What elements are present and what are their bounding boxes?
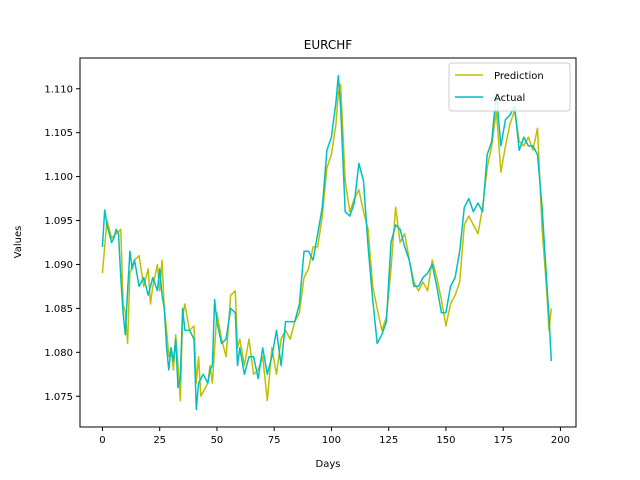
- plot-area: [80, 58, 576, 427]
- x-axis: 0 25 50 75 100 125 150 175 200: [99, 427, 570, 446]
- y-tick-label: 1.085: [44, 304, 73, 315]
- x-tick-label: 25: [153, 435, 166, 446]
- x-tick-label: 175: [494, 435, 513, 446]
- y-tick-label: 1.075: [44, 392, 73, 403]
- x-tick-label: 75: [268, 435, 281, 446]
- chart-title: EURCHF: [304, 38, 353, 52]
- y-tick-label: 1.090: [44, 260, 73, 271]
- series-line-prediction: [101, 83, 553, 402]
- legend-label-prediction: Prediction: [494, 71, 544, 82]
- series-line-actual: [101, 74, 553, 411]
- legend: Prediction Actual: [448, 62, 571, 112]
- x-tick-label: 50: [211, 435, 224, 446]
- series-layer: [101, 74, 553, 411]
- y-axis: 1.075 1.080 1.085 1.090 1.095 1.100 1.105 1.110: [44, 84, 80, 403]
- x-tick-label: 150: [436, 435, 455, 446]
- y-tick-label: 1.110: [44, 84, 73, 95]
- y-tick-label: 1.080: [44, 348, 73, 359]
- y-tick-label: 1.105: [44, 128, 73, 139]
- x-axis-label: Days: [316, 459, 341, 470]
- y-tick-label: 1.095: [44, 216, 73, 227]
- plot-frame: [79, 57, 577, 428]
- x-tick-label: 100: [322, 435, 341, 446]
- x-tick-label: 0: [99, 435, 105, 446]
- y-axis-label: Values: [13, 226, 24, 259]
- legend-label-actual: Actual: [494, 93, 525, 104]
- x-tick-label: 125: [379, 435, 398, 446]
- x-tick-label: 200: [551, 435, 570, 446]
- y-tick-label: 1.100: [44, 172, 73, 183]
